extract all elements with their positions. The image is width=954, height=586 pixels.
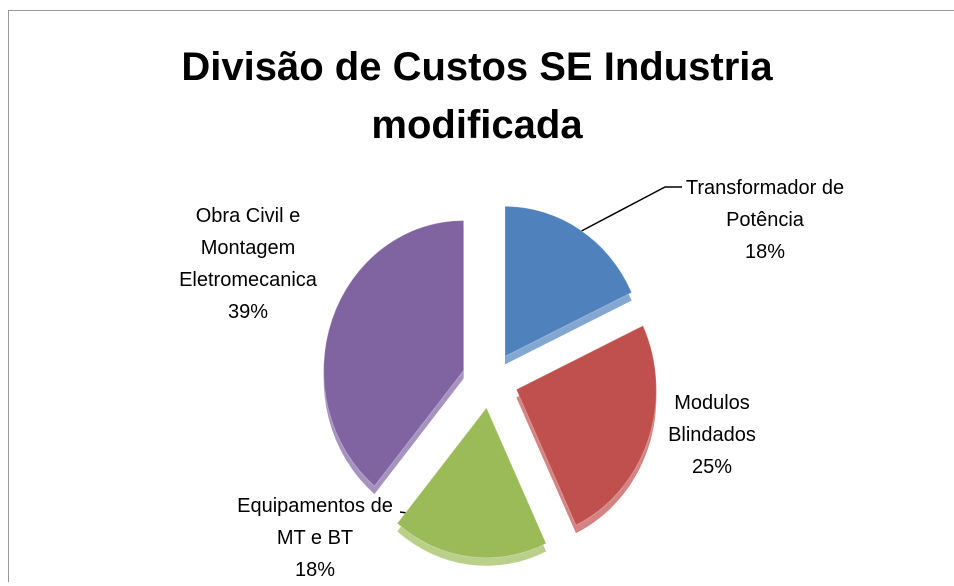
category-label: Equipamentos de MT e BT (237, 495, 393, 549)
slice (515, 324, 657, 526)
slice (323, 220, 465, 487)
slice-group (504, 205, 633, 365)
data-label: Transformador de Potência 18% (680, 172, 850, 268)
value-label: 18% (294, 559, 336, 581)
category-label: Transformador de Potência (685, 177, 845, 231)
data-label: Obra Civil e Montagem Eletromecanica 39% (168, 200, 328, 328)
category-label: Modulos Blindados (668, 392, 756, 446)
slice (504, 205, 633, 358)
slice-group (396, 406, 547, 566)
slice-group (323, 220, 465, 495)
chart-title: Divisão de Custos SE Industria modificad… (181, 45, 773, 147)
slice-group (515, 324, 657, 534)
slice (396, 406, 547, 559)
value-label: 18% (744, 241, 786, 263)
data-label: Equipamentos de MT e BT 18% (235, 490, 395, 586)
category-label: Obra Civil e Montagem Eletromecanica (179, 205, 317, 291)
chart-frame (8, 10, 954, 582)
leader-line (571, 186, 682, 237)
value-label: 25% (691, 456, 733, 478)
data-label: Modulos Blindados 25% (657, 387, 767, 483)
title-box: Divisão de Custos SE Industria modificad… (0, 38, 954, 154)
value-label: 39% (227, 301, 269, 323)
